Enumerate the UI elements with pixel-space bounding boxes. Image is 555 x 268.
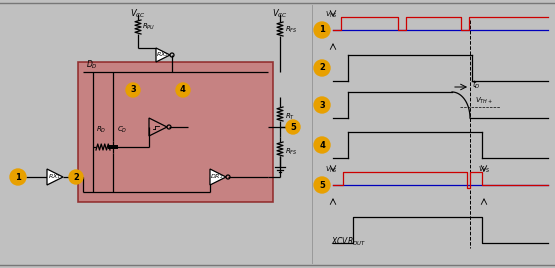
Text: 5: 5 [319, 181, 325, 189]
Circle shape [176, 83, 190, 97]
Circle shape [314, 60, 330, 76]
Circle shape [314, 137, 330, 153]
Bar [78, 62, 273, 202]
Text: 2: 2 [319, 64, 325, 73]
Text: $V_{FS}$: $V_{FS}$ [325, 165, 337, 175]
Text: 3: 3 [319, 100, 325, 110]
Polygon shape [47, 169, 63, 185]
Text: $R_{PU}$: $R_{PU}$ [142, 22, 155, 32]
Text: $V_{TH+}$: $V_{TH+}$ [475, 96, 493, 106]
Text: $V_{CC}$: $V_{CC}$ [272, 8, 288, 20]
Text: 3: 3 [130, 85, 136, 95]
Circle shape [10, 169, 26, 185]
Text: $RX_2$: $RX_2$ [155, 51, 169, 59]
Text: 1: 1 [15, 173, 21, 181]
Circle shape [314, 97, 330, 113]
Text: 1: 1 [319, 25, 325, 35]
Text: 5: 5 [290, 122, 296, 132]
Text: 4: 4 [180, 85, 186, 95]
Text: 4: 4 [319, 140, 325, 150]
Text: $V_{CC}$: $V_{CC}$ [130, 8, 146, 20]
Text: $R_D$: $R_D$ [96, 125, 106, 135]
Text: $V_{FS}$: $V_{FS}$ [478, 165, 490, 175]
Circle shape [69, 170, 83, 184]
Text: $V_{FS}$: $V_{FS}$ [325, 10, 337, 20]
Text: $DR_2$: $DR_2$ [210, 173, 224, 181]
Text: $D_D$: $D_D$ [86, 59, 98, 71]
Text: $RX_1$: $RX_1$ [48, 173, 60, 181]
Text: $R_T$: $R_T$ [285, 112, 295, 122]
Circle shape [286, 120, 300, 134]
Polygon shape [156, 48, 170, 62]
Text: $R_{FS}$: $R_{FS}$ [285, 25, 297, 35]
Circle shape [126, 83, 140, 97]
Circle shape [314, 22, 330, 38]
Polygon shape [210, 169, 226, 185]
Text: $C_D$: $C_D$ [117, 125, 128, 135]
Text: $t_D$: $t_D$ [472, 79, 481, 91]
Text: $R_{FS}$: $R_{FS}$ [285, 147, 297, 157]
Text: 2: 2 [73, 173, 79, 181]
Circle shape [314, 177, 330, 193]
Text: $XCVR_{OUT}$: $XCVR_{OUT}$ [331, 236, 366, 248]
